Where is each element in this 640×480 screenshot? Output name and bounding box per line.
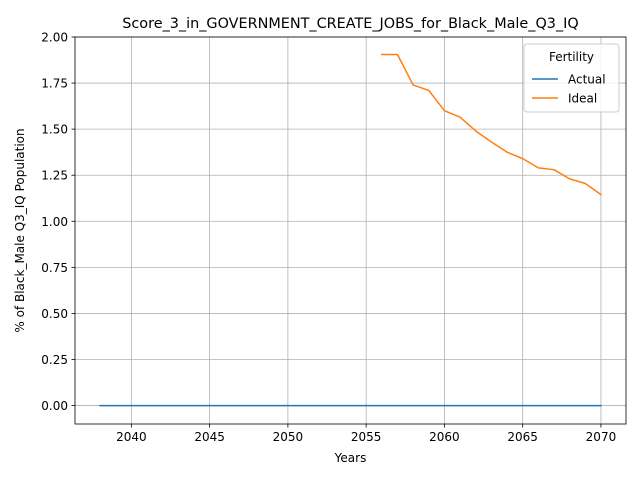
- x-tick-label: 2055: [351, 430, 382, 444]
- x-tick-label: 2050: [273, 430, 304, 444]
- chart-title: Score_3_in_GOVERNMENT_CREATE_JOBS_for_Bl…: [122, 16, 578, 32]
- series-layer: [99, 53, 602, 407]
- y-tick-label: 2.00: [41, 31, 68, 45]
- x-tick-label: 2045: [194, 430, 225, 444]
- legend-title: Fertility: [549, 50, 594, 64]
- legend-box: [523, 43, 620, 113]
- y-tick-label: 0.00: [41, 399, 68, 413]
- legend-label-actual: Actual: [568, 73, 606, 87]
- y-tick-label: 0.50: [41, 307, 68, 321]
- x-axis-label: Years: [334, 451, 367, 465]
- y-axis-label: % of Black_Male Q3_IQ Population: [13, 128, 27, 332]
- y-tick-label: 1.75: [41, 77, 68, 91]
- legend-label-ideal: Ideal: [568, 92, 597, 106]
- x-tick-label: 2065: [507, 430, 538, 444]
- y-tick-label: 1.25: [41, 169, 68, 183]
- y-tick-label: 0.25: [41, 353, 68, 367]
- x-tick-label: 2070: [586, 430, 617, 444]
- y-tick-label: 1.50: [41, 123, 68, 137]
- series-line-ideal: [381, 53, 602, 196]
- x-tick-label: 2040: [116, 430, 147, 444]
- y-tick-label: 0.75: [41, 261, 68, 275]
- legend: Fertility Actual Ideal: [523, 43, 620, 113]
- plot-frame: [74, 36, 627, 425]
- x-tick-label: 2060: [429, 430, 460, 444]
- ticks: 2040 2045 2050 2055 2060 2065 2070 0.00 0.25 0.50…: [41, 31, 616, 445]
- legend-entries: Actual Ideal: [532, 73, 606, 106]
- y-tick-label: 1.00: [41, 215, 68, 229]
